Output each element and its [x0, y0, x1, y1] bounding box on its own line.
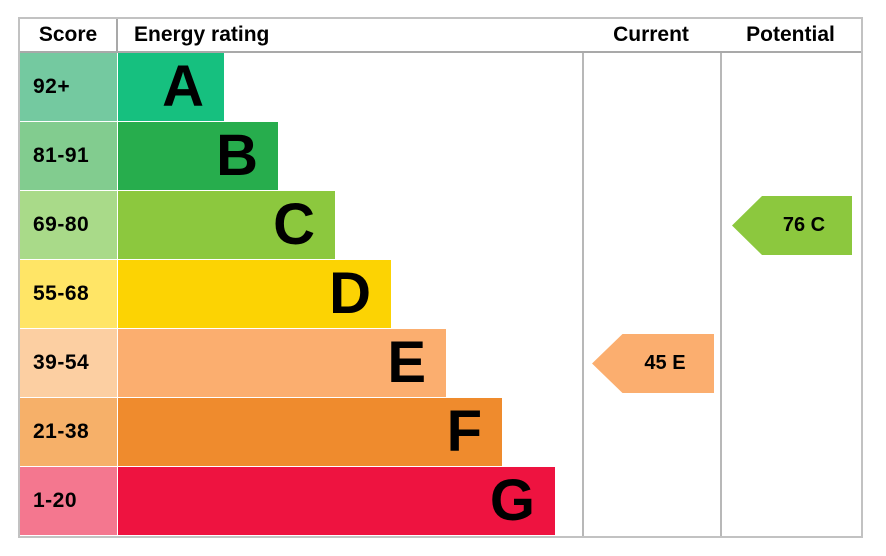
- score-range-cell: 1-20: [20, 467, 117, 535]
- rating-bar: A: [118, 53, 224, 121]
- score-range-cell: 92+: [20, 53, 117, 121]
- rating-band-row: 69-80 C: [20, 191, 861, 260]
- rating-band-row: 39-54 E: [20, 329, 861, 398]
- rating-band-row: 81-91 B: [20, 122, 861, 191]
- rating-band-row: 1-20 G: [20, 467, 861, 536]
- rating-bar: C: [118, 191, 335, 259]
- score-range-cell: 21-38: [20, 398, 117, 466]
- rating-bar: G: [118, 467, 555, 535]
- potential-column-divider: [720, 19, 722, 536]
- rating-table: Score Energy rating Current Potential 92…: [18, 17, 863, 538]
- rating-bar: D: [118, 260, 391, 328]
- rating-band-row: 55-68 D: [20, 260, 861, 329]
- band-rows: 92+ A 81-91 B 69-80 C 55-68 D 39-54 E 21…: [20, 53, 861, 536]
- rating-band-row: 21-38 F: [20, 398, 861, 467]
- column-header-energy-rating: Energy rating: [134, 23, 270, 46]
- current-column-divider: [582, 19, 584, 536]
- rating-bar: F: [118, 398, 502, 466]
- score-range-cell: 55-68: [20, 260, 117, 328]
- column-header-current: Current: [613, 23, 689, 46]
- table-header: Score Energy rating Current Potential: [20, 19, 861, 53]
- rating-bar: E: [118, 329, 446, 397]
- current-rating-label: 45 E: [644, 352, 686, 374]
- column-header-score: Score: [20, 19, 118, 51]
- rating-band-row: 92+ A: [20, 53, 861, 122]
- score-range-cell: 39-54: [20, 329, 117, 397]
- score-range-cell: 81-91: [20, 122, 117, 190]
- column-header-potential: Potential: [746, 23, 835, 46]
- potential-rating-label: 76 C: [782, 214, 826, 236]
- score-range-cell: 69-80: [20, 191, 117, 259]
- rating-bar: B: [118, 122, 278, 190]
